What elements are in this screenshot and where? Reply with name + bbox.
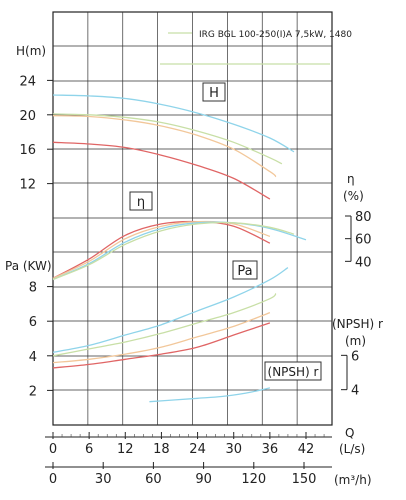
efficiency-tick-label: 80 (355, 210, 372, 225)
head-curve-1 (52, 94, 295, 153)
x-tick-label-m3h: 120 (241, 472, 266, 487)
x-tick-label-m3h: 30 (95, 472, 112, 487)
npsh-axis-unit: (m) (345, 334, 366, 348)
efficiency-tick-label: 60 (355, 233, 372, 248)
x-tick-label-m3h: 150 (292, 472, 317, 487)
npsh-tick-label: 6 (351, 349, 359, 364)
head-curve-box-label: H (209, 86, 219, 101)
efficiency-tick-label: 40 (355, 255, 372, 270)
head-tick-label: 20 (19, 109, 36, 124)
x-tick-label-m3h: 90 (195, 472, 212, 487)
head-tick-label: 16 (19, 143, 36, 158)
legend: IRG BGL 100-250(I)A 7,5kW, 1480 (160, 30, 352, 65)
efficiency-curve-2 (52, 220, 271, 279)
efficiency-curve-4 (52, 221, 295, 281)
efficiency-curve-1 (52, 220, 271, 279)
x-tick-label-ls: 30 (225, 442, 242, 457)
head-tick-label: 24 (19, 74, 36, 89)
npsh-curve-box: (NPSH) r (264, 361, 322, 381)
tick-labels: 0 6 12 18 24 30 36 420 30 60 90 120 1502420161286428… (19, 74, 371, 487)
power-curve-box: Pa (232, 260, 258, 280)
x-axis-unit-m3h: (m³/h) (334, 473, 372, 487)
power-curve-1 (52, 267, 289, 353)
power-tick-label: 4 (29, 350, 37, 365)
x-axis-label: Q (345, 426, 354, 440)
legend-label: IRG BGL 100-250(I)A 7,5kW, 1480 (199, 30, 352, 40)
power-curve-3 (52, 311, 271, 364)
power-axis-label: Pa (KW) (5, 259, 52, 273)
curves (52, 94, 307, 403)
head-curve-2 (52, 113, 283, 165)
efficiency-curve-3 (52, 221, 307, 281)
npsh-curve-box-label: (NPSH) r (268, 365, 319, 379)
npsh-axis-label: (NPSH) r (332, 317, 383, 331)
chart-grid (45, 11, 333, 468)
npsh-curve-1 (149, 387, 271, 403)
x-tick-label-ls: 0 (49, 442, 57, 457)
x-axis-unit-ls: (L/s) (339, 442, 365, 456)
x-tick-label-m3h: 0 (49, 472, 57, 487)
x-tick-label-ls: 36 (262, 442, 279, 457)
power-tick-label: 8 (29, 281, 37, 296)
head-curve-3 (52, 115, 277, 178)
x-tick-label-m3h: 60 (145, 472, 162, 487)
head-axis-label: H(m) (16, 44, 46, 58)
head-curve-4 (52, 141, 271, 200)
power-tick-label: 6 (29, 315, 37, 330)
x-tick-label-ls: 12 (117, 442, 134, 457)
power-curve-box-label: Pa (237, 264, 252, 279)
power-curve-4 (52, 322, 271, 369)
x-tick-label-ls: 6 (85, 442, 93, 457)
npsh-tick-label: 4 (351, 384, 359, 399)
efficiency-curve-box: η (129, 191, 153, 211)
x-tick-label-ls: 42 (298, 442, 315, 457)
efficiency-axis-unit: (%) (343, 189, 364, 203)
power-curve-2 (52, 293, 277, 357)
x-tick-label-ls: 18 (153, 442, 170, 457)
head-curve-box: H (202, 82, 226, 102)
head-tick-label: 12 (19, 178, 36, 193)
efficiency-axis-label: η (347, 172, 355, 186)
efficiency-curve-box-label: η (137, 195, 145, 210)
power-tick-label: 2 (29, 384, 37, 399)
x-tick-label-ls: 24 (189, 442, 206, 457)
